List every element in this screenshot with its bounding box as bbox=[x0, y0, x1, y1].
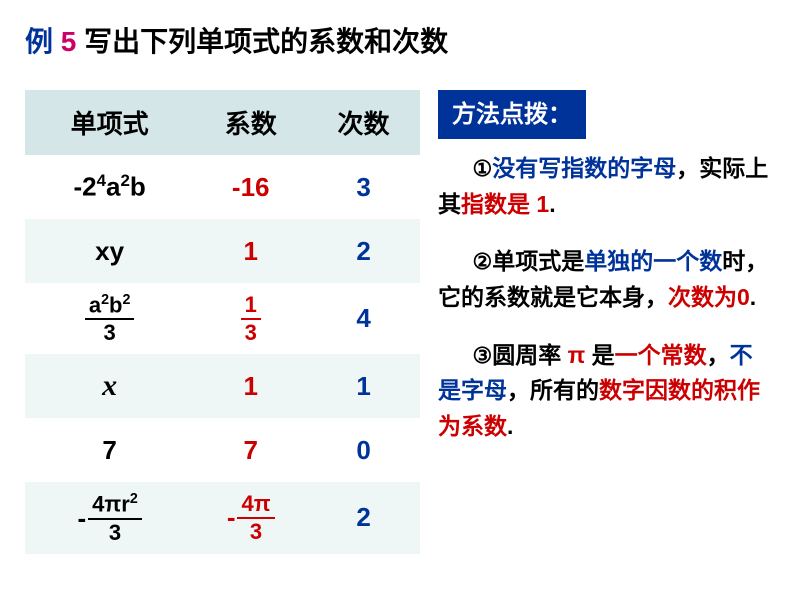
degree-cell: 2 bbox=[307, 219, 420, 283]
tip-text-span: 一个常数 bbox=[615, 342, 707, 368]
degree-cell: 2 bbox=[307, 482, 420, 553]
coeff-cell: 1 bbox=[194, 219, 307, 283]
tip-item: ① 没有写指数的字母，实际上其指数是 1. bbox=[438, 151, 769, 222]
degree-cell: 3 bbox=[307, 155, 420, 219]
monomial-cell: xy bbox=[25, 219, 194, 283]
tip-text-span: ， bbox=[707, 342, 730, 368]
page-title: 例 5 写出下列单项式的系数和次数 bbox=[25, 20, 769, 60]
tip-text-span: . bbox=[507, 413, 513, 439]
table-header-row: 单项式 系数 次数 bbox=[25, 90, 420, 155]
table-row: a2b23 13 4 bbox=[25, 283, 420, 354]
tip-text-span: 没有写指数的字母 bbox=[492, 155, 676, 181]
tip-text-span: 指数是 1 bbox=[461, 191, 549, 217]
degree-cell: 1 bbox=[307, 354, 420, 418]
tip-item: ③ 圆周率 π 是一个常数，不是字母，所有的数字因数的积作为系数. bbox=[438, 338, 769, 445]
table-row: xy 1 2 bbox=[25, 219, 420, 283]
table-row: -24a2b -16 3 bbox=[25, 155, 420, 219]
tip-text-span: 次数为0 bbox=[668, 284, 750, 310]
title-text: 写出下列单项式的系数和次数 bbox=[84, 26, 448, 57]
tip-text-span: ② bbox=[473, 245, 493, 279]
coeff-cell: 1 bbox=[194, 354, 307, 418]
tips-header: 方法点拨： bbox=[438, 90, 586, 139]
tips-panel: 方法点拨： ① 没有写指数的字母，实际上其指数是 1. ② 单项式是单独的一个数时… bbox=[438, 90, 769, 554]
col-coefficient: 系数 bbox=[194, 90, 307, 155]
monomial-table: 单项式 系数 次数 -24a2b -16 3 xy 1 2 bbox=[25, 90, 420, 554]
tip-text-span: ，所有的 bbox=[507, 377, 599, 403]
monomial-cell: -24a2b bbox=[25, 155, 194, 219]
table-row: 7 7 0 bbox=[25, 418, 420, 482]
tip-text-span: ③ bbox=[473, 339, 493, 373]
tip-item: ② 单项式是单独的一个数时，它的系数就是它本身，次数为0. bbox=[438, 244, 769, 315]
tip-text-span: ① bbox=[473, 152, 493, 186]
col-degree: 次数 bbox=[307, 90, 420, 155]
monomial-cell: a2b23 bbox=[25, 283, 194, 354]
tip-text-span: 是 bbox=[592, 342, 615, 368]
tip-text-span: π bbox=[568, 342, 592, 368]
title-prefix: 例 bbox=[25, 26, 53, 57]
tip-text-span: . bbox=[549, 191, 555, 217]
tip-text-span: 圆周率 bbox=[492, 342, 567, 368]
monomial-table-wrap: 单项式 系数 次数 -24a2b -16 3 xy 1 2 bbox=[25, 90, 420, 554]
monomial-cell: -4πr23 bbox=[25, 482, 194, 553]
monomial-cell: 7 bbox=[25, 418, 194, 482]
tip-text-span: 单独的一个数 bbox=[584, 248, 722, 274]
degree-cell: 4 bbox=[307, 283, 420, 354]
coeff-cell: 13 bbox=[194, 283, 307, 354]
tips-list: ① 没有写指数的字母，实际上其指数是 1. ② 单项式是单独的一个数时，它的系数就… bbox=[438, 151, 769, 444]
coeff-cell: -16 bbox=[194, 155, 307, 219]
tip-text-span: . bbox=[750, 284, 756, 310]
table-body: -24a2b -16 3 xy 1 2 a2b23 13 4 bbox=[25, 155, 420, 554]
col-monomial: 单项式 bbox=[25, 90, 194, 155]
monomial-cell: x bbox=[25, 354, 194, 418]
title-number: 5 bbox=[53, 26, 84, 57]
table-row: -4πr23 -4π3 2 bbox=[25, 482, 420, 553]
degree-cell: 0 bbox=[307, 418, 420, 482]
content-area: 单项式 系数 次数 -24a2b -16 3 xy 1 2 bbox=[25, 90, 769, 554]
coeff-cell: 7 bbox=[194, 418, 307, 482]
tip-text-span: 单项式是 bbox=[492, 248, 584, 274]
table-row: x 1 1 bbox=[25, 354, 420, 418]
coeff-cell: -4π3 bbox=[194, 482, 307, 553]
